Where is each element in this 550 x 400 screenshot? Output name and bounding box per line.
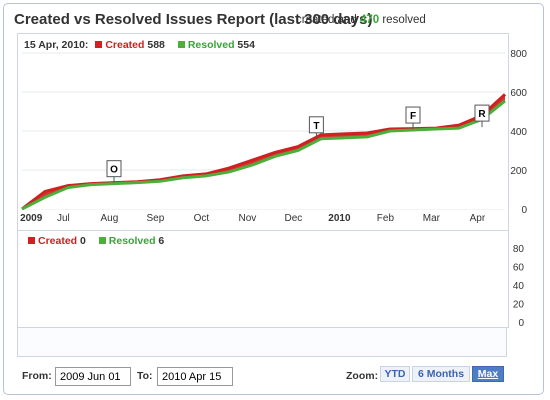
lower-created-swatch [28,237,35,244]
upper-legend-date: 15 Apr, 2010: [24,39,89,51]
upper-created-value: 588 [147,39,165,51]
lower-resolved-value: 6 [158,235,165,247]
lower-created-value: 0 [80,235,86,247]
daily-chart[interactable] [17,230,509,328]
from-date-input[interactable] [55,367,131,386]
upper-created-label: Created [105,39,145,51]
summary-mid: created and [296,14,357,26]
zoom-6-months-button[interactable]: 6 Months [412,366,470,382]
to-date-input[interactable] [157,367,233,386]
upper-resolved-label: Resolved [187,39,235,51]
report-summary: created and 470 resolved [296,14,426,26]
from-label: From: [22,370,52,382]
zoom-max-button[interactable]: Max [472,366,504,382]
range-navigator[interactable] [17,327,507,357]
resolved-count: 470 [359,14,380,26]
upper-legend: 15 Apr, 2010: Created 588 Resolved 554 [24,39,255,51]
created-swatch [95,41,103,48]
lower-legend: Created 0 Resolved 6 [24,235,164,247]
report-title: Created vs Resolved Issues Report (last … [14,11,373,28]
to-label: To: [137,370,153,382]
lower-created-label: Created [38,235,78,247]
summary-suffix: resolved [382,14,426,26]
zoom-label: Zoom: [346,370,379,382]
cumulative-chart[interactable] [17,33,509,231]
zoom-ytd-button[interactable]: YTD [380,366,410,382]
lower-resolved-label: Resolved [108,235,156,247]
lower-resolved-swatch [98,237,106,244]
upper-resolved-value: 554 [237,39,255,51]
resolved-swatch [177,41,185,48]
